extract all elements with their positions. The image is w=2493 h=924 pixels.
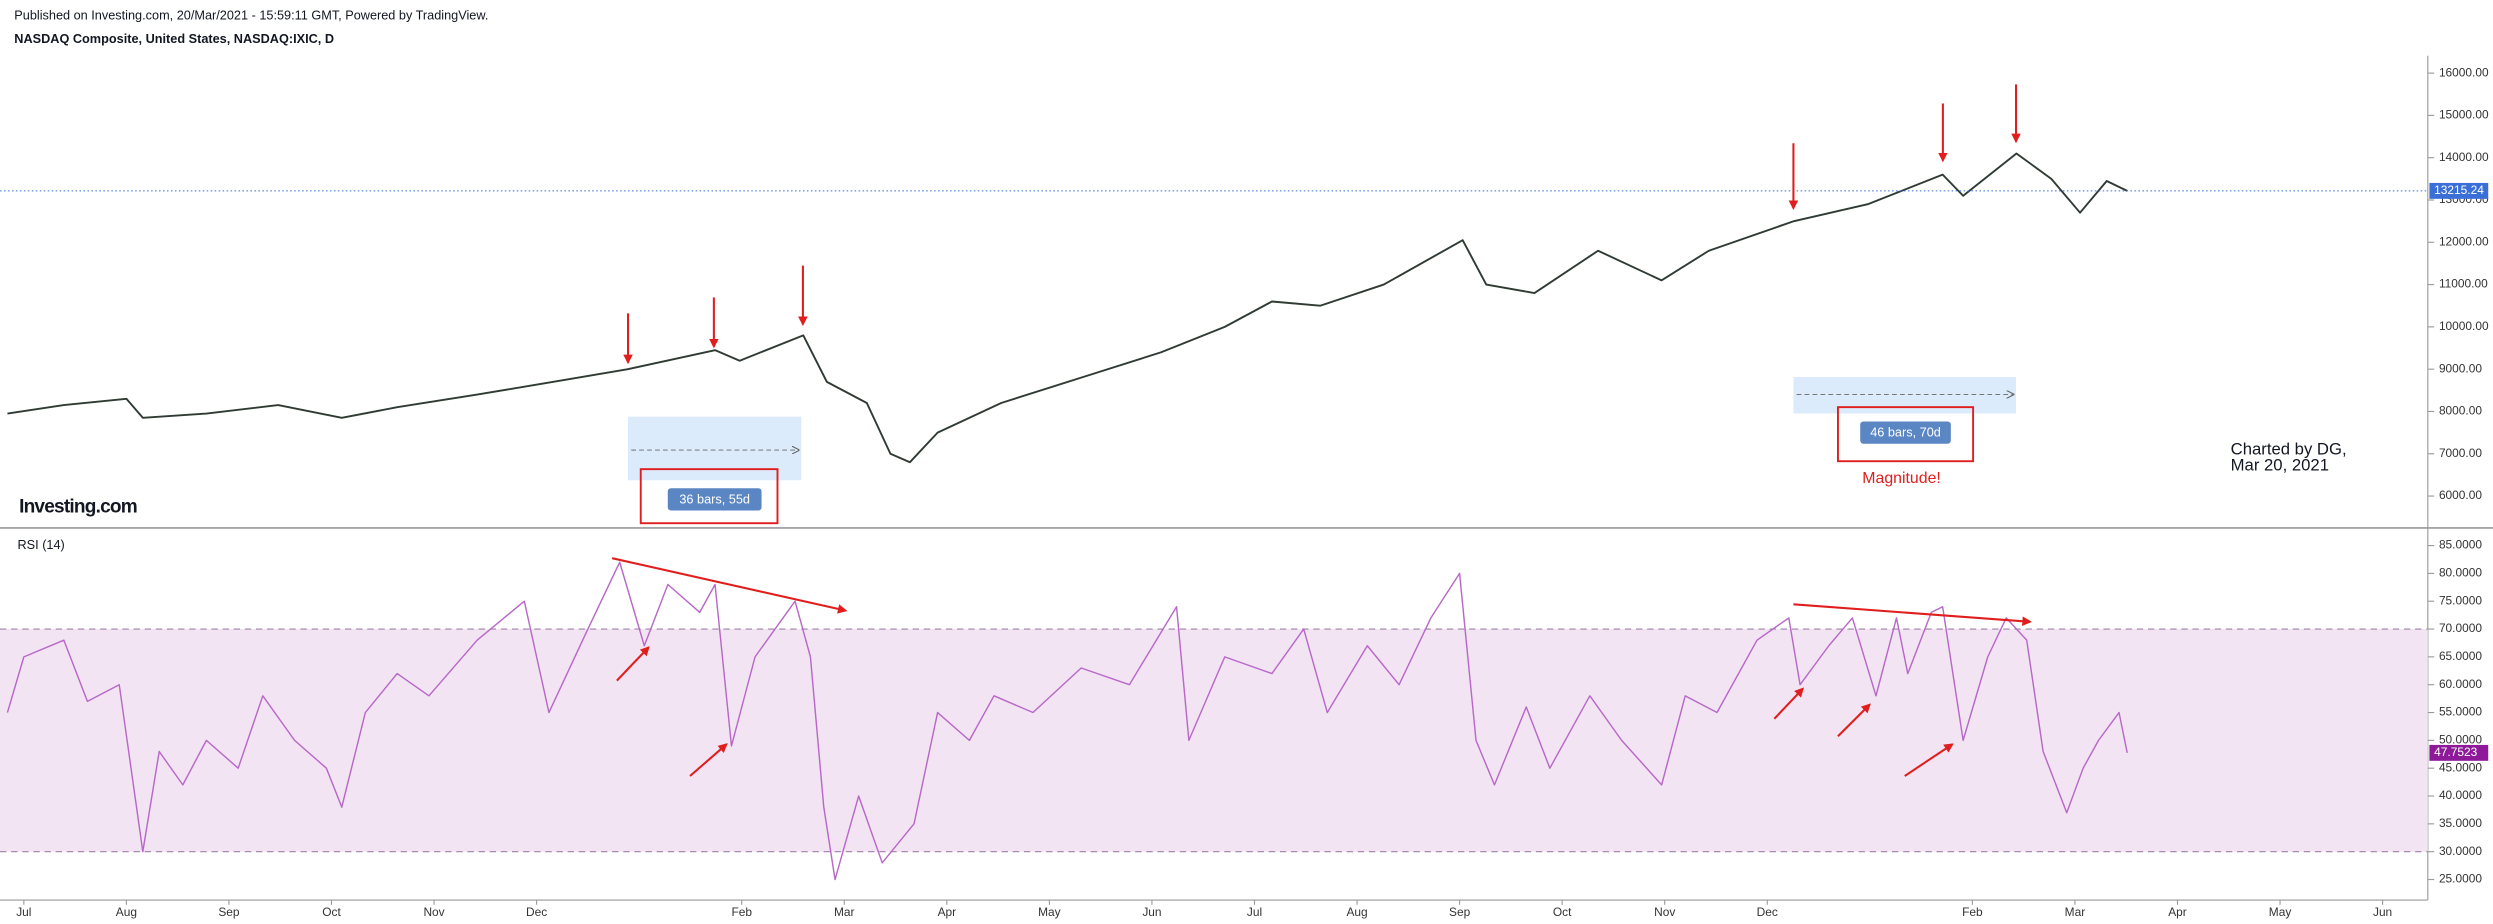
x-tick-label: Dec bbox=[1757, 905, 1778, 919]
y-tick-label: 85.0000 bbox=[2439, 538, 2482, 552]
last-value-label: 47.7523 bbox=[2434, 745, 2477, 759]
plots: 6000.00 7000.00 8000.00 9000.00 10000.00 1100… bbox=[0, 65, 2489, 919]
trend-line bbox=[611, 557, 848, 614]
arrow bbox=[1837, 703, 1871, 737]
last-value-label: 13215.24 bbox=[2434, 183, 2484, 197]
series-line bbox=[7, 152, 2128, 464]
x-tick-label: Sep bbox=[218, 905, 240, 919]
y-tick-label: 30.0000 bbox=[2439, 844, 2482, 858]
note: Mar 20, 2021 bbox=[2231, 455, 2329, 474]
y-tick-label: 35.0000 bbox=[2439, 816, 2482, 830]
x-tick-label: Jul bbox=[1247, 905, 1262, 919]
y-tick-label: 70.0000 bbox=[2439, 621, 2482, 635]
note: Magnitude! bbox=[1862, 470, 1941, 487]
y-tick-label: 15000.00 bbox=[2439, 108, 2489, 122]
x-tick-label: Mar bbox=[834, 905, 855, 919]
y-tick-label: 14000.00 bbox=[2439, 150, 2489, 164]
y-tick-label: 25.0000 bbox=[2439, 872, 2482, 886]
x-tick-label: Aug bbox=[1346, 905, 1367, 919]
logo: Investing.com bbox=[19, 496, 137, 517]
range-label-box bbox=[1860, 421, 1951, 444]
y-tick-label: 50.0000 bbox=[2439, 733, 2482, 747]
highlight-box bbox=[639, 468, 779, 525]
y-tick-label: 55.0000 bbox=[2439, 705, 2482, 719]
y-tick-label: 6000.00 bbox=[2439, 488, 2482, 502]
x-tick-label: Jun bbox=[2373, 905, 2392, 919]
arrow bbox=[1773, 687, 1805, 720]
x-tick-label: Nov bbox=[1654, 905, 1675, 919]
x-tick-label: Sep bbox=[1449, 905, 1471, 919]
y-tick-label: 10000.00 bbox=[2439, 319, 2489, 333]
x-tick-label: Jul bbox=[16, 905, 31, 919]
header-line: NASDAQ Composite, United States, NASDAQ:… bbox=[14, 31, 334, 46]
note: Charted by DG, bbox=[2231, 439, 2347, 458]
arrow bbox=[616, 646, 650, 682]
x-tick-label: Apr bbox=[2168, 905, 2187, 919]
last-value-tag bbox=[2429, 744, 2489, 761]
y-tick-label: 60.0000 bbox=[2439, 677, 2482, 691]
arrow bbox=[1904, 743, 1954, 777]
y-tick-label: 80.0000 bbox=[2439, 566, 2482, 580]
x-tick-label: Feb bbox=[1962, 905, 1983, 919]
y-tick-label: 12000.00 bbox=[2439, 234, 2489, 248]
range-label-box bbox=[667, 488, 762, 511]
last-value-tag bbox=[2429, 182, 2489, 199]
series-line bbox=[6, 561, 2128, 881]
range-box bbox=[628, 416, 802, 481]
y-tick-label: 9000.00 bbox=[2439, 361, 2482, 375]
x-tick-label: Mar bbox=[2065, 905, 2086, 919]
y-tick-label: 16000.00 bbox=[2439, 65, 2489, 79]
y-tick-label: 65.0000 bbox=[2439, 649, 2482, 663]
header-line: Published on Investing.com, 20/Mar/2021 … bbox=[14, 7, 488, 22]
arrows bbox=[611, 84, 2032, 777]
x-tick-label: Oct bbox=[1553, 905, 1572, 919]
x-tick-label: Nov bbox=[423, 905, 444, 919]
arrow bbox=[689, 743, 728, 777]
trend-line bbox=[1793, 603, 2032, 626]
x-tick-label: Dec bbox=[526, 905, 547, 919]
y-tick-label: 11000.00 bbox=[2439, 277, 2488, 291]
y-tick-label: 7000.00 bbox=[2439, 446, 2482, 460]
y-tick-label: 8000.00 bbox=[2439, 404, 2482, 418]
x-tick-label: Aug bbox=[116, 905, 137, 919]
y-tick-label: 75.0000 bbox=[2439, 593, 2482, 607]
annotations: 36 bars, 55d 46 bars, 70d Magnitude! Cha… bbox=[17, 84, 2347, 777]
range-label: 36 bars, 55d bbox=[679, 492, 750, 507]
highlight-box bbox=[1836, 406, 1975, 463]
range-label: 46 bars, 70d bbox=[1870, 425, 1941, 440]
x-tick-label: May bbox=[1038, 905, 1061, 919]
y-tick-label: 45.0000 bbox=[2439, 760, 2482, 774]
x-tick-label: Feb bbox=[731, 905, 752, 919]
panel-title: RSI (14) bbox=[17, 537, 64, 552]
band bbox=[0, 629, 2428, 852]
x-tick-label: Jun bbox=[1142, 905, 1161, 919]
x-tick-label: Oct bbox=[322, 905, 341, 919]
y-tick-label: 40.0000 bbox=[2439, 788, 2482, 802]
x-tick-label: Apr bbox=[938, 905, 957, 919]
x-tick-label: May bbox=[2269, 905, 2292, 919]
